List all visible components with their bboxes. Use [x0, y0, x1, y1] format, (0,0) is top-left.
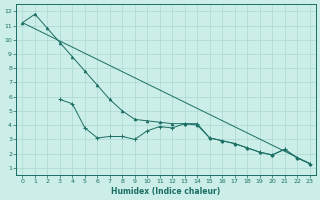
X-axis label: Humidex (Indice chaleur): Humidex (Indice chaleur) — [111, 187, 221, 196]
